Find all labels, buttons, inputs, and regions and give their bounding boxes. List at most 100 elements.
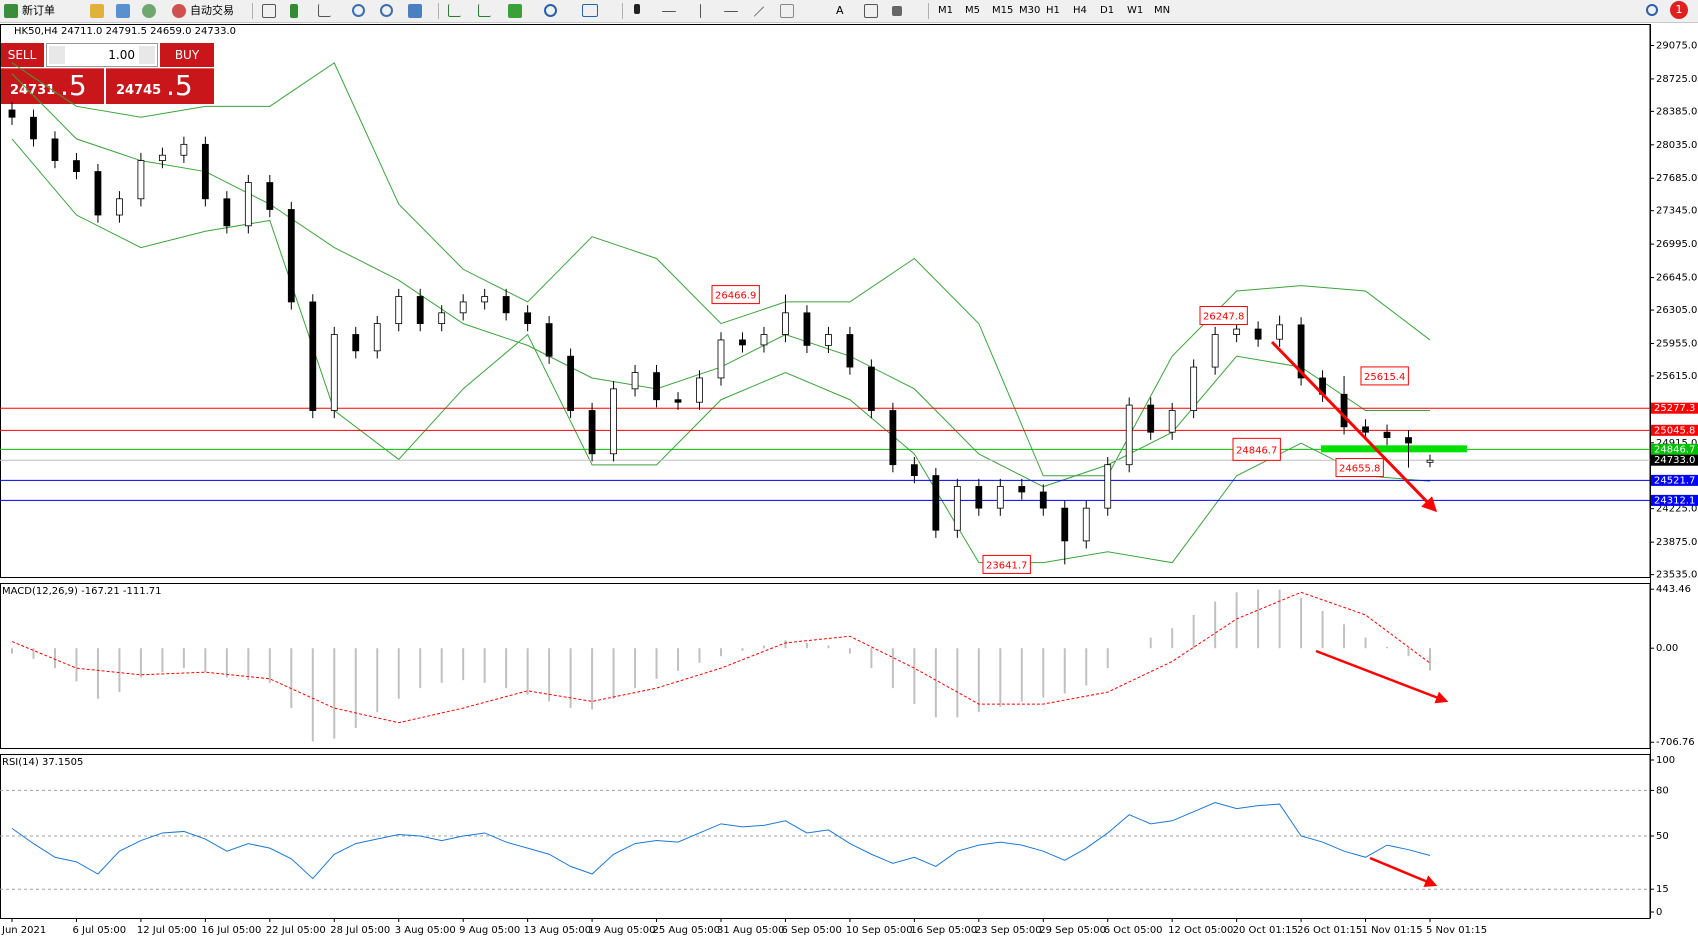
candle-body: [1340, 393, 1348, 428]
lot-down[interactable]: [49, 46, 65, 64]
y-tick-label: 50: [1656, 831, 1669, 842]
x-tick-label: Jun 2021: [1, 925, 46, 936]
price-annotation: 26466.9: [715, 291, 756, 302]
timeframe-button[interactable]: MN: [1154, 5, 1171, 16]
channel-icon[interactable]: [780, 4, 794, 18]
y-tick-label: 28385.0: [1656, 106, 1697, 117]
candle-body: [459, 301, 467, 314]
candle-body: [674, 399, 682, 403]
templates-icon[interactable]: [582, 4, 598, 17]
candle-body: [201, 143, 209, 200]
new-order-button[interactable]: 新订单: [22, 4, 55, 17]
timeframe-button[interactable]: M1: [938, 5, 953, 16]
candle-body: [73, 160, 80, 172]
candle-body: [1211, 334, 1219, 368]
indicators-icon[interactable]: [508, 4, 522, 18]
level-label: 24846.7: [1654, 444, 1695, 455]
x-tick-label: 20 Oct 01:15: [1233, 925, 1298, 936]
candle-body: [1276, 324, 1284, 340]
trend-arrow: [1270, 340, 1438, 513]
candle-body: [825, 334, 832, 346]
candle-body: [653, 372, 660, 401]
candle-body: [760, 334, 768, 346]
x-tick-label: 23 Sep 05:00: [975, 925, 1042, 936]
buy-button[interactable]: BUY: [160, 43, 214, 67]
scroll-icon[interactable]: [448, 4, 461, 17]
y-tick-label: 24915.0: [1656, 438, 1697, 449]
auto-trading-icon[interactable]: [172, 4, 186, 18]
candle-body: [8, 109, 16, 118]
level-label-box: [1651, 454, 1698, 466]
bid-price[interactable]: 24731 .5: [0, 68, 104, 104]
label-icon[interactable]: [864, 4, 878, 18]
cursor-icon[interactable]: [634, 4, 640, 14]
candle-body: [352, 334, 360, 352]
tile-icon[interactable]: [408, 4, 422, 18]
search-icon[interactable]: [1646, 4, 1658, 16]
price-annotation-box: [711, 285, 760, 305]
candle-body: [1082, 507, 1090, 542]
shift-icon[interactable]: [478, 4, 491, 17]
auto-trading-button[interactable]: 自动交易: [190, 4, 234, 17]
ask-price[interactable]: 24745 .5: [106, 68, 214, 104]
candle-body: [481, 296, 489, 303]
icon[interactable]: [116, 4, 130, 18]
timeframe-button[interactable]: H1: [1046, 5, 1060, 16]
candle-body: [782, 312, 789, 335]
bar-chart-icon[interactable]: [262, 4, 276, 18]
trend-arrow: [1315, 649, 1449, 704]
candle-body: [588, 410, 596, 455]
timeframe-button[interactable]: D1: [1100, 5, 1115, 16]
icon[interactable]: [142, 4, 156, 18]
timeframe-button[interactable]: M5: [965, 5, 980, 16]
candle-icon[interactable]: [290, 4, 298, 18]
arrows-icon[interactable]: [892, 6, 902, 16]
candle-body: [51, 138, 59, 161]
y-tick-label: 23535.0: [1656, 570, 1697, 581]
level-label-box: [1651, 474, 1698, 486]
indicator-title: MACD(12,26,9) -167.21 -111.71: [2, 586, 162, 597]
sell-button[interactable]: SELL: [0, 43, 44, 67]
level-label: 25045.8: [1654, 425, 1695, 436]
candle-body: [1405, 437, 1412, 444]
vline-icon[interactable]: [700, 4, 701, 18]
lot-up[interactable]: [139, 46, 155, 64]
candle-body: [1362, 426, 1369, 433]
crosshair-icon[interactable]: [662, 11, 676, 12]
hline-icon[interactable]: [724, 11, 738, 12]
x-tick-label: 3 Aug 05:00: [395, 925, 456, 936]
text-icon[interactable]: A: [836, 4, 844, 17]
timeframe-button[interactable]: H4: [1073, 5, 1087, 16]
candle-body: [1039, 491, 1047, 509]
periods-icon[interactable]: [544, 4, 557, 17]
line-icon[interactable]: [318, 4, 331, 17]
x-tick-label: 12 Oct 05:00: [1168, 925, 1233, 936]
zoom-out-icon[interactable]: [380, 4, 393, 17]
icon[interactable]: [90, 4, 104, 18]
x-tick-label: 9 Aug 05:00: [459, 925, 520, 936]
candle-body: [696, 377, 703, 403]
lot-input[interactable]: 1.00: [46, 43, 158, 67]
x-tick-label: 29 Sep 05:00: [1039, 925, 1106, 936]
candle-body: [137, 160, 145, 200]
bid-fraction: .5: [60, 69, 87, 102]
candle-body: [1383, 431, 1391, 438]
y-tick-label: 80: [1656, 785, 1669, 796]
timeframe-button[interactable]: M15: [992, 5, 1014, 16]
zoom-in-icon[interactable]: [352, 4, 365, 17]
new-order-icon[interactable]: [4, 4, 18, 18]
level-label-box: [1651, 443, 1698, 455]
candle-body: [932, 475, 940, 531]
candle-body: [1104, 464, 1112, 509]
ask-fraction: .5: [166, 69, 193, 102]
notification-badge[interactable]: 1: [1670, 1, 1688, 19]
trendline-icon[interactable]: [753, 6, 765, 17]
y-tick-label: 100: [1656, 755, 1675, 766]
chart-title: HK50,H4 24711.0 24791.5 24659.0 24733.0: [14, 26, 236, 37]
timeframe-button[interactable]: W1: [1127, 5, 1144, 16]
separator: [252, 3, 253, 19]
candle-body: [309, 301, 317, 411]
timeframe-button[interactable]: M30: [1019, 5, 1041, 16]
price-annotation-box: [982, 554, 1031, 574]
